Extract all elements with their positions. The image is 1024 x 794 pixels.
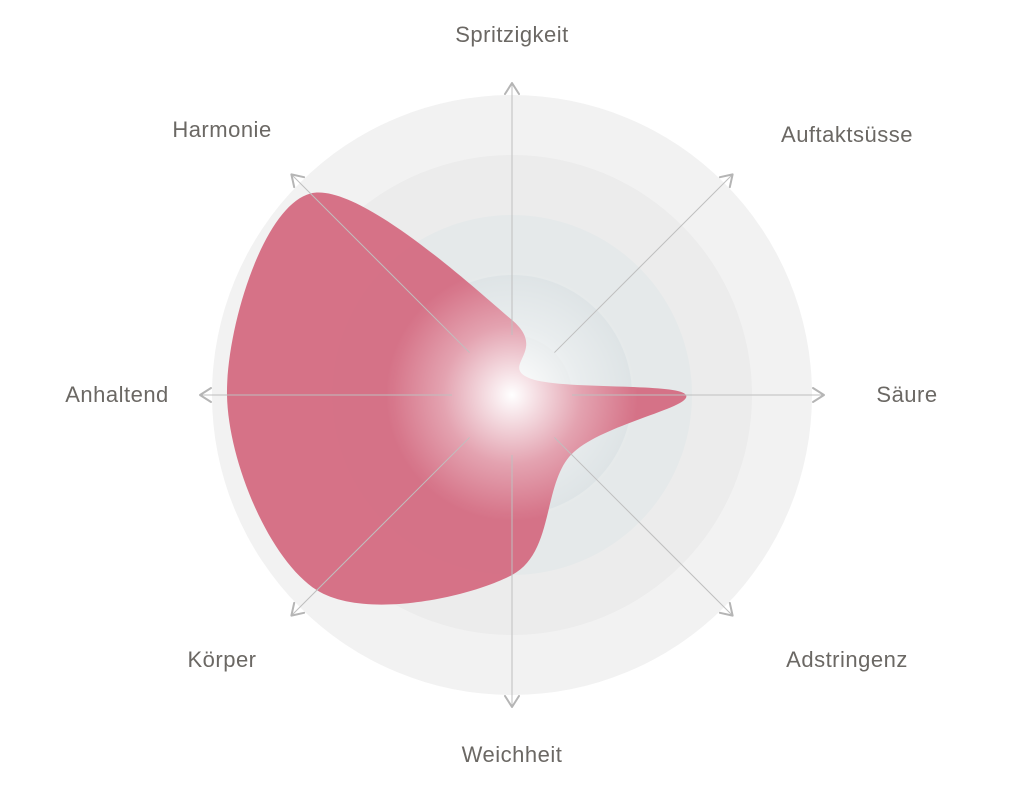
axis-label: Anhaltend xyxy=(65,382,169,408)
axis-label: Spritzigkeit xyxy=(455,22,569,48)
axis-label: Harmonie xyxy=(172,117,271,143)
axis-label: Säure xyxy=(876,382,937,408)
axis-label: Adstringenz xyxy=(786,647,908,673)
axis-label: Weichheit xyxy=(462,742,563,768)
axis-label: Auftaktsüsse xyxy=(781,122,913,148)
radar-chart: Spritzigkeit Auftaktsüsse Säure Adstringenz… xyxy=(0,0,1024,789)
axis-label: Körper xyxy=(187,647,256,673)
